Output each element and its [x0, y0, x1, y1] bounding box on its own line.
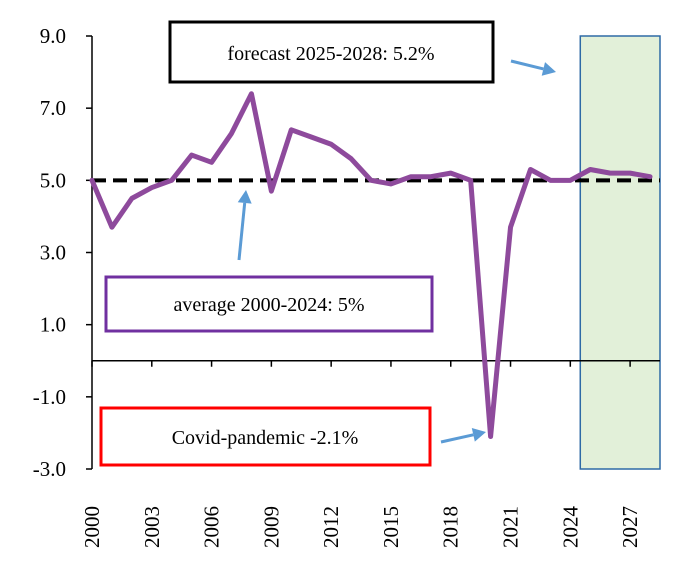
- x-tick-label: 2000: [80, 506, 104, 548]
- average-arrow: [237, 190, 252, 261]
- y-tick-label: 1.0: [40, 313, 66, 337]
- covid-arrow: [440, 427, 486, 444]
- y-tick-label: 9.0: [40, 24, 66, 48]
- x-tick-label: 2006: [200, 506, 224, 548]
- average-annotation-box: [104, 275, 434, 333]
- x-tick-label: 2003: [140, 506, 164, 548]
- covid-annotation-box: [99, 406, 432, 467]
- y-tick-label: -1.0: [33, 385, 66, 409]
- x-tick-label: 2027: [618, 506, 642, 548]
- x-tick-label: 2021: [499, 506, 523, 548]
- forecast-annotation-box: [168, 20, 495, 84]
- forecast-annotation-text: forecast 2025-2028: 5.2%: [227, 43, 434, 65]
- y-tick-label: 3.0: [40, 241, 66, 265]
- average-annotation-text: average 2000-2024: 5%: [173, 294, 364, 316]
- y-tick-label: 5.0: [40, 168, 66, 192]
- x-tick-label: 2012: [319, 506, 343, 548]
- series-line: [89, 91, 653, 440]
- x-tick-label: 2024: [558, 506, 582, 549]
- x-tick-label: 2009: [259, 506, 283, 548]
- x-tick-label: 2015: [379, 506, 403, 548]
- covid-annotation-text: Covid-pandemic -2.1%: [172, 427, 359, 449]
- y-tick-label: 7.0: [40, 96, 66, 120]
- forecast-arrow: [510, 59, 556, 76]
- x-tick-label: 2018: [439, 506, 463, 548]
- y-tick-label: -3.0: [33, 457, 66, 481]
- forecast-region: [579, 35, 661, 470]
